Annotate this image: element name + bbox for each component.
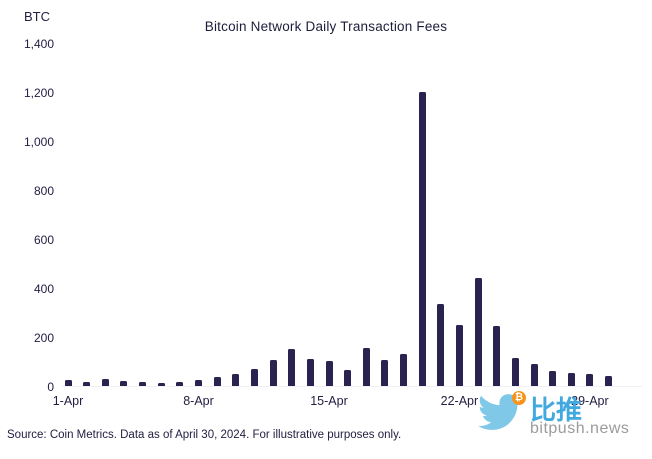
y-axis: 0 200 400 600 800 1,000 1,200 1,400	[0, 37, 54, 394]
bar-27-Apr	[549, 371, 557, 386]
bar-1-Apr	[64, 380, 72, 386]
bar-17-Apr	[362, 348, 370, 386]
x-tick-label: 15-Apr	[310, 394, 348, 408]
bar-16-Apr	[344, 370, 352, 386]
bar-22-Apr	[455, 325, 463, 386]
x-tick-label: 8-Apr	[183, 394, 214, 408]
x-tick-label: 29-Apr	[571, 394, 609, 408]
bar-8-Apr	[195, 380, 202, 386]
bar-4-Apr	[120, 381, 128, 386]
bar-20-Apr	[418, 92, 426, 386]
y-tick-label: 400	[33, 282, 54, 296]
x-tick-label: 22-Apr	[440, 394, 479, 408]
bar-15-Apr	[325, 361, 333, 386]
bar-13-Apr	[288, 349, 296, 386]
plot-area	[62, 44, 642, 387]
bar-6-Apr	[157, 383, 165, 386]
bar-19-Apr	[400, 354, 407, 386]
y-axis-unit-label: BTC	[24, 9, 50, 24]
bar-25-Apr	[511, 358, 519, 386]
bar-11-Apr	[250, 369, 258, 386]
bar-3-Apr	[101, 379, 109, 386]
y-tick-label: 800	[33, 184, 54, 198]
bar-2-Apr	[83, 382, 91, 386]
bar-7-Apr	[176, 382, 184, 386]
watermark-cn-name: 比推	[530, 395, 583, 425]
bitcoin-badge-icon: ₿	[512, 391, 526, 405]
bird-icon	[478, 394, 522, 430]
bar-14-Apr	[306, 359, 314, 386]
bar-12-Apr	[269, 360, 277, 386]
bar-10-Apr	[232, 374, 240, 386]
x-axis: 1-Apr 8-Apr 15-Apr 22-Apr 29-Apr	[53, 394, 642, 412]
bar-26-Apr	[530, 364, 538, 386]
chart-title: Bitcoin Network Daily Transaction Fees	[204, 19, 448, 34]
bitpush-watermark: ₿ 比推 bitpush.news	[474, 387, 650, 447]
y-tick-label: 0	[47, 380, 54, 394]
source-note: Source: Coin Metrics. Data as of April 3…	[7, 429, 402, 441]
bar-29-Apr	[586, 374, 594, 386]
y-tick-label: 1,400	[23, 37, 54, 51]
bar-28-Apr	[567, 373, 575, 386]
y-tick-label: 1,000	[23, 135, 54, 149]
y-tick-label: 600	[33, 233, 54, 247]
y-tick-label: 200	[33, 331, 54, 345]
bar-5-Apr	[139, 382, 147, 386]
watermark-domain: bitpush.news	[530, 420, 630, 437]
bar-21-Apr	[437, 304, 445, 386]
y-tick-label: 1,200	[23, 86, 54, 100]
x-tick-label: 1-Apr	[52, 394, 84, 408]
bar-23-Apr	[474, 278, 482, 386]
bar-9-Apr	[213, 377, 221, 386]
bar-30-Apr	[605, 376, 613, 386]
bar-18-Apr	[381, 360, 389, 386]
bar-24-Apr	[493, 326, 501, 386]
